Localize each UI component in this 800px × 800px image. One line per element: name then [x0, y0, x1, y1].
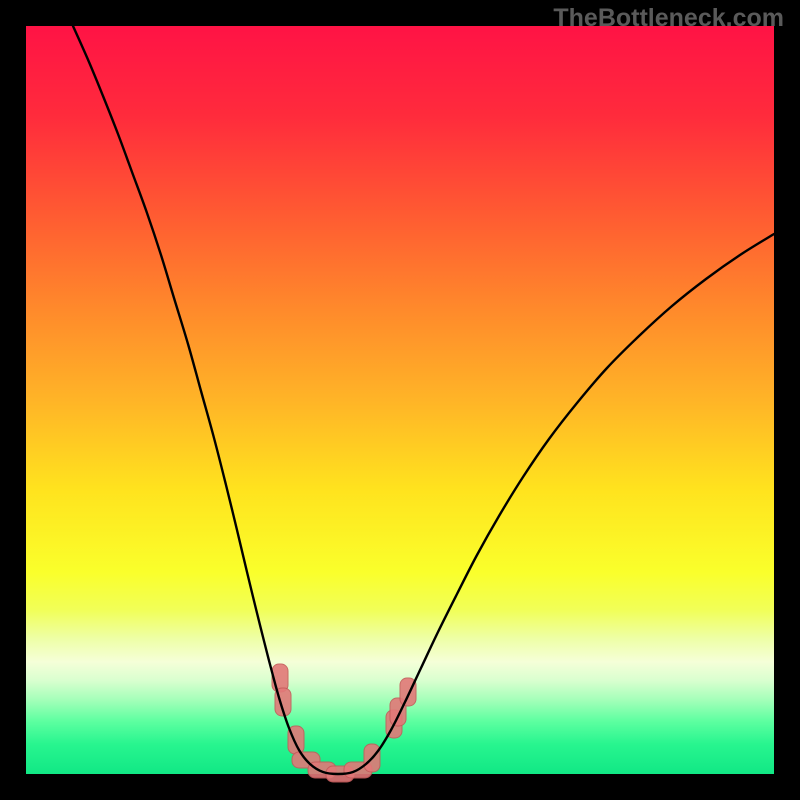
plot-curve — [73, 26, 774, 774]
watermark-text: TheBottleneck.com — [553, 4, 784, 33]
plot-svg — [0, 0, 800, 800]
chart-container: TheBottleneck.com — [0, 0, 800, 800]
